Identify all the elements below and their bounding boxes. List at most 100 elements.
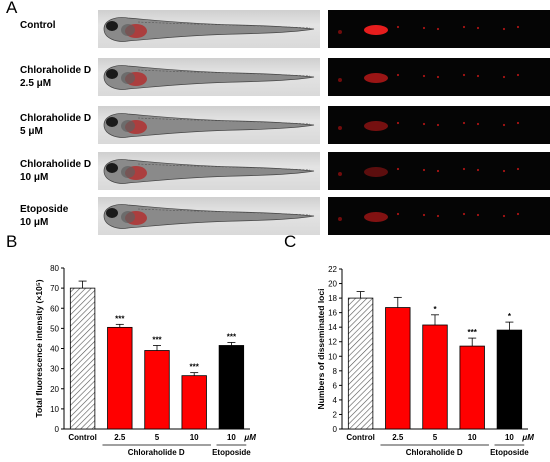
y-tick-label: 18 <box>328 294 337 303</box>
fluorescence-spot <box>516 121 520 125</box>
y-tick-label: 22 <box>328 265 337 274</box>
bar-2 <box>385 307 411 430</box>
brightfield-fish-image <box>98 197 320 235</box>
fluorescence-spot <box>422 168 426 172</box>
category-label: 5 <box>433 433 438 442</box>
row-label-5: Etoposide 10 μM <box>20 203 68 229</box>
bar-5 <box>496 329 523 430</box>
brightfield-fish-image <box>98 152 320 190</box>
y-tick-label: 0 <box>55 425 60 434</box>
fish-eye-shape <box>106 117 118 127</box>
fish-spine-shape <box>137 163 311 171</box>
bar-3 <box>144 350 170 430</box>
fluorescence-spot <box>338 172 342 176</box>
fluorescence-spot <box>422 122 426 126</box>
fluorescence-spot <box>516 25 520 29</box>
fluorescence-mass <box>364 167 388 177</box>
fish-eye-shape <box>106 208 118 218</box>
significance-marker: * <box>508 312 512 321</box>
y-tick-label: 20 <box>328 280 337 289</box>
brightfield-fish-image <box>98 58 320 96</box>
category-label: 5 <box>155 433 160 442</box>
fish-head-shape <box>121 72 135 84</box>
fluorescence-spot <box>338 126 342 130</box>
fish-eye-shape <box>106 69 118 79</box>
significance-marker: *** <box>115 314 125 323</box>
fluorescence-spot <box>516 73 520 77</box>
category-label: Control <box>346 433 374 442</box>
y-tick-label: 70 <box>50 284 59 293</box>
fluorescence-spot <box>502 75 506 79</box>
fluorescence-spot <box>396 167 400 171</box>
y-tick-label: 6 <box>333 381 338 390</box>
row-label-line2: 2.5 μM <box>20 78 52 89</box>
fluorescence-spot <box>462 121 466 125</box>
fluorescence-spot <box>502 214 506 218</box>
y-tick-label: 10 <box>50 405 59 414</box>
y-tick-label: 16 <box>328 309 337 318</box>
fluorescence-spot <box>476 168 480 172</box>
y-tick-label: 30 <box>50 365 59 374</box>
fluorescence-mass <box>364 121 388 131</box>
row-label-line1: Control <box>20 20 56 31</box>
category-label: 2.5 <box>392 433 404 442</box>
fluorescence-spot <box>396 25 400 29</box>
fluorescence-spot <box>502 27 506 31</box>
unit-label: μM <box>243 433 256 442</box>
fish-spine-shape <box>137 21 311 29</box>
y-tick-label: 0 <box>333 425 338 434</box>
fish-spine-shape <box>137 208 311 216</box>
row-label-4: Chloraholide D 10 μM <box>20 158 91 184</box>
fluorescence-fish-image <box>328 10 550 48</box>
fish-spine-shape <box>137 117 311 125</box>
fluorescence-spot <box>422 74 426 78</box>
fluorescence-spot <box>338 30 342 34</box>
fluorescence-spot <box>436 214 440 218</box>
fluorescence-spot <box>462 167 466 171</box>
row-label-3: Chloraholide D 5 μM <box>20 112 91 138</box>
bar-4 <box>181 375 207 430</box>
fluorescence-spot <box>338 217 342 221</box>
fish-body-shape <box>103 204 315 229</box>
unit-label: μM <box>521 433 534 442</box>
y-tick-label: 8 <box>333 367 338 376</box>
chart-c-disseminated-loci: 0 2 4 6 8 10 12 14 16 18 20 22 Numbers of disseminat… <box>316 265 534 457</box>
fluorescence-spot <box>516 212 520 216</box>
y-tick-label: 10 <box>328 352 337 361</box>
bar-4 <box>459 345 485 430</box>
fluorescence-spot <box>476 213 480 217</box>
fluorescence-fish-image <box>328 152 550 190</box>
bar-1 <box>69 287 96 430</box>
bar-5 <box>218 345 245 430</box>
y-axis-title: Numbers of disseminated loci <box>316 289 326 410</box>
fish-eye-shape <box>106 163 118 173</box>
panel-label-b: B <box>6 232 18 251</box>
row-label-line1: Etoposide <box>20 204 69 215</box>
significance-marker: *** <box>190 363 200 372</box>
y-axis-title: Total fluorescence intensity (×10⁵) <box>34 279 44 417</box>
group-label-2: Etoposide <box>490 448 529 457</box>
fluorescence-spot <box>516 167 520 171</box>
fluorescence-spot <box>462 25 466 29</box>
fluorescence-mass <box>364 25 388 35</box>
fish-spine-shape <box>137 69 311 77</box>
fluorescence-spot <box>462 73 466 77</box>
chart-b-fluorescence: 0 10 20 30 40 50 60 70 80 Total fluorescence inte… <box>34 264 256 457</box>
y-tick-label: 60 <box>50 304 59 313</box>
fluorescence-mass <box>364 73 388 83</box>
fluorescence-mass <box>364 212 388 222</box>
bar-2 <box>107 326 133 430</box>
fluorescence-spot <box>502 169 506 173</box>
row-label-2: Chloraholide D 2.5 μM <box>20 64 91 90</box>
fluorescence-spot <box>436 75 440 79</box>
fluorescence-spot <box>396 212 400 216</box>
group-label-2: Etoposide <box>212 448 251 457</box>
row-label-line2: 10 μM <box>20 217 49 228</box>
panel-label-a: A <box>6 0 18 17</box>
significance-marker: *** <box>152 335 162 344</box>
fluorescence-spot <box>396 121 400 125</box>
y-tick-label: 40 <box>50 345 59 354</box>
fish-head-shape <box>121 166 135 178</box>
category-label: 10 <box>468 433 477 442</box>
group-label-1: Chloraholide D <box>128 448 185 457</box>
